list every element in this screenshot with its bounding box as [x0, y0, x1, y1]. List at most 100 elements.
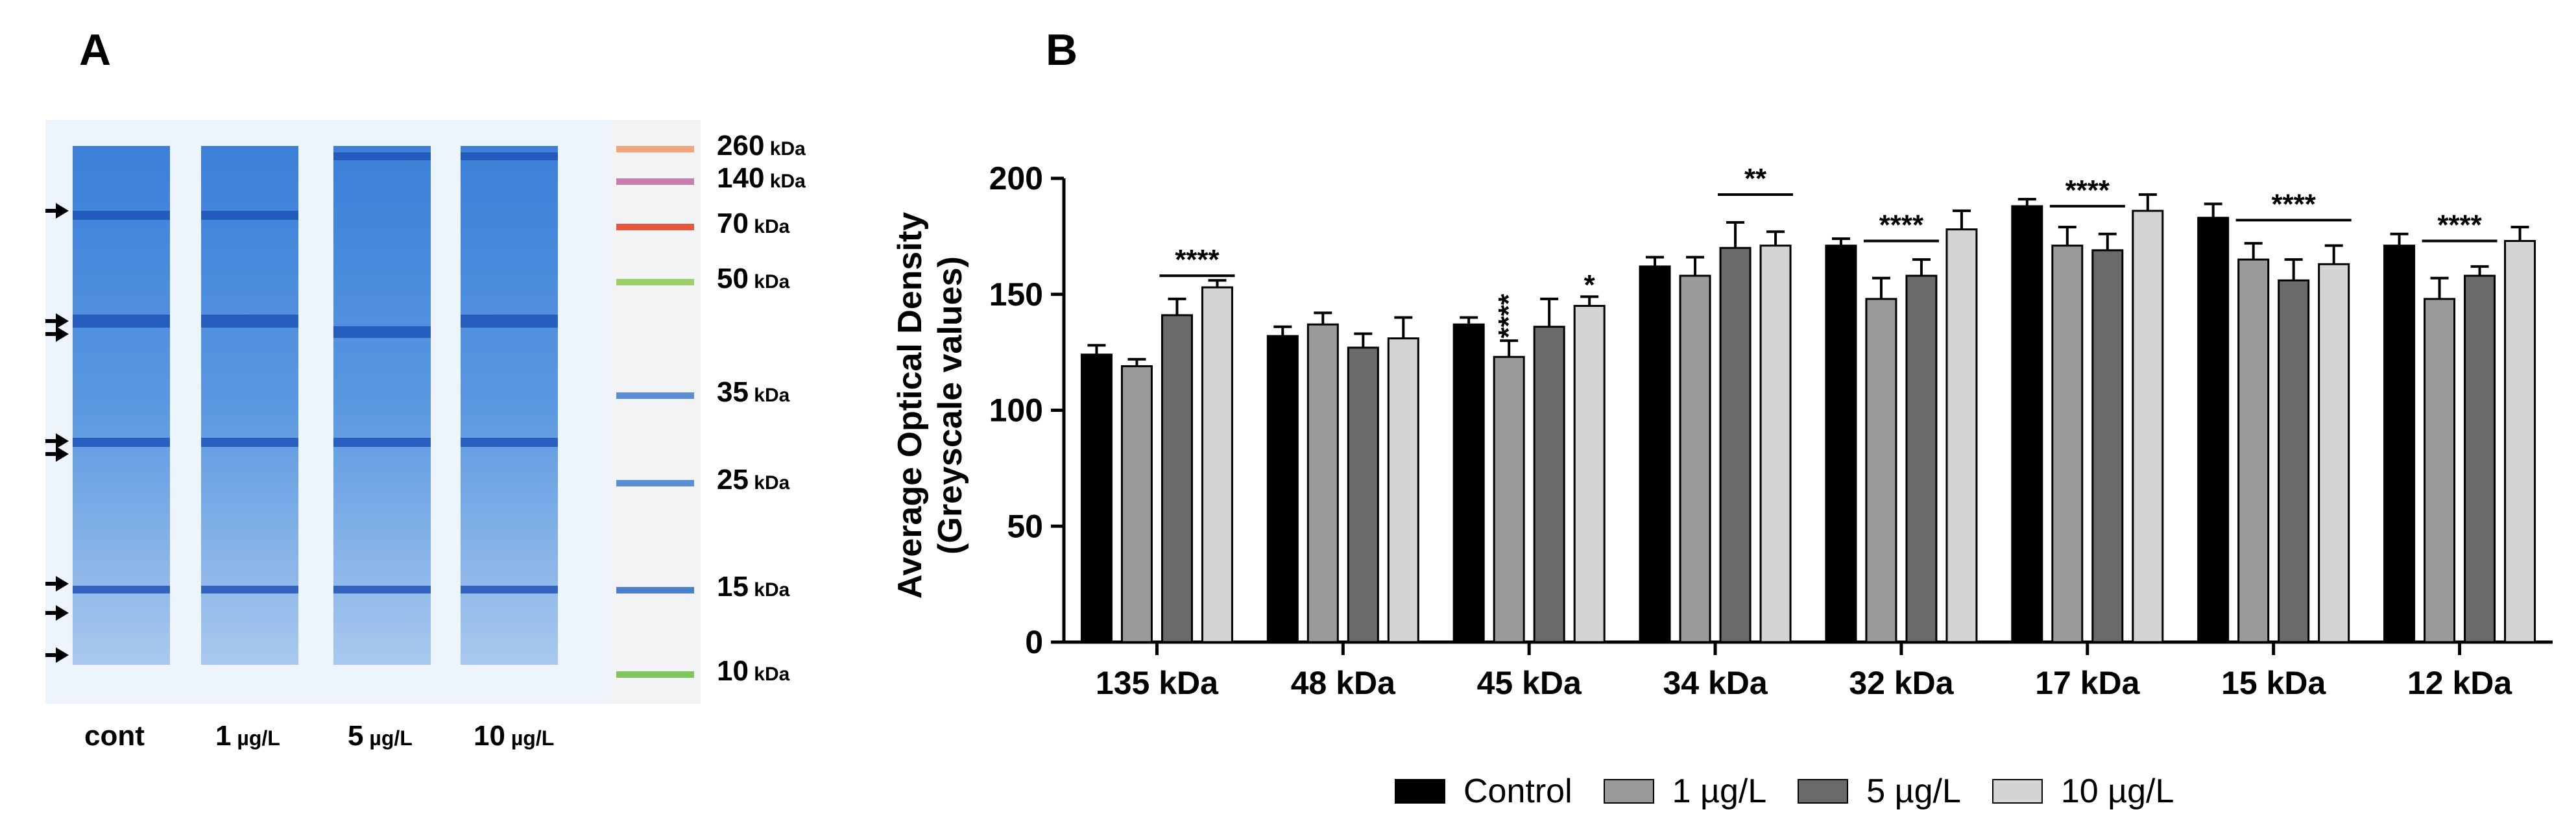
band-arrow-icon — [45, 313, 69, 329]
legend-label: 5 µg/L — [1866, 772, 1961, 810]
lane-label-value: 1 — [215, 720, 232, 752]
bar-1-gL-5 — [2051, 245, 2084, 643]
marker-size: 140 — [717, 162, 765, 194]
legend-label: 10 µg/L — [2060, 772, 2174, 810]
band-arrow-icon — [45, 203, 69, 219]
marker-band-50 — [616, 279, 694, 285]
marker-unit: kDa — [748, 385, 790, 406]
bar-1-gL-3 — [1679, 274, 1711, 643]
legend-item: 10 µg/L — [1992, 772, 2174, 811]
bar-10-gL-7 — [2504, 240, 2536, 643]
significance-stars: **** — [2065, 174, 2110, 206]
lane-label: cont — [84, 720, 145, 752]
panel-b-label: B — [1046, 25, 1078, 75]
significance-stars: **** — [1175, 244, 1220, 276]
gel-lane-10 — [461, 146, 558, 665]
bar-5-gL-5 — [2091, 249, 2124, 643]
bar-Control-0 — [1080, 353, 1113, 643]
significance-stars: **** — [2271, 188, 2316, 220]
lane-label-unit: µg/L — [505, 726, 555, 750]
marker-size: 50 — [717, 263, 749, 294]
gel-image: 260 kDa 140 kDa 70 kDa 50 kDa 35 kDa 25 kDa 15… — [45, 120, 843, 769]
bar-10-gL-5 — [2132, 210, 2164, 643]
legend-item: 1 µg/L — [1603, 772, 1767, 811]
bar-5-gL-1 — [1347, 346, 1379, 643]
bar-Control-1 — [1266, 335, 1299, 643]
bar-5-gL-4 — [1905, 274, 1938, 643]
y-axis-label-line2: (Greyscale values) — [932, 256, 969, 555]
marker-unit: kDa — [764, 171, 806, 192]
lane-label: 5 µg/L — [348, 720, 413, 752]
lane-label-unit: µg/L — [231, 726, 280, 750]
x-tick-label: 12 kDa — [2407, 665, 2512, 701]
bar-10-gL-3 — [1759, 245, 1792, 643]
bar-Control-3 — [1639, 265, 1671, 643]
legend-label: Control — [1463, 772, 1572, 810]
bar-1-gL-2 — [1493, 355, 1525, 643]
gel-lane-cont — [73, 146, 170, 665]
y-tick-label: 50 — [1007, 508, 1043, 544]
band-arrow-icon — [45, 326, 69, 342]
lane-label: 1 µg/L — [215, 720, 280, 752]
legend-item: Control — [1395, 772, 1572, 811]
marker-lane — [610, 120, 701, 704]
marker-size: 35 — [717, 376, 749, 408]
lane-label-unit: µg/L — [363, 726, 413, 750]
gel-lane-5 — [333, 146, 431, 665]
lane-label-value: cont — [84, 720, 145, 752]
bar-10-gL-0 — [1201, 286, 1233, 643]
marker-band-35 — [616, 392, 694, 399]
legend-swatch — [1798, 779, 1849, 804]
x-tick-label: 32 kDa — [1849, 665, 1954, 701]
marker-label-25: 25 kDa — [717, 464, 789, 496]
marker-band-70 — [616, 224, 694, 230]
x-tick-label: 48 kDa — [1291, 665, 1396, 701]
marker-label-50: 50 kDa — [717, 263, 789, 295]
marker-unit: kDa — [764, 138, 806, 160]
bar-Control-2 — [1452, 323, 1485, 643]
lane-label-value: 5 — [348, 720, 364, 752]
bar-1-gL-7 — [2424, 298, 2456, 643]
marker-unit: kDa — [748, 271, 790, 293]
marker-unit: kDa — [748, 579, 790, 601]
marker-unit: kDa — [748, 664, 790, 685]
legend-swatch — [1603, 779, 1654, 804]
y-tick-label: 150 — [989, 276, 1043, 313]
chart-legend: Control 1 µg/L 5 µg/L 10 µg/L — [1395, 772, 2205, 811]
legend-swatch — [1395, 779, 1445, 804]
y-tick-label: 200 — [989, 160, 1043, 197]
x-tick-label: 17 kDa — [2035, 665, 2140, 701]
bar-10-gL-6 — [2318, 263, 2350, 643]
bar-Control-4 — [1825, 245, 1857, 643]
band-arrow-icon — [45, 605, 69, 621]
bar-10-gL-4 — [1945, 228, 1978, 643]
x-tick-label: 45 kDa — [1477, 665, 1582, 701]
y-axis-label-line1: Average Optical Density — [891, 212, 929, 599]
significance-stars: ** — [1744, 163, 1767, 195]
band-arrow-icon — [45, 446, 69, 462]
significance-stars: * — [1584, 269, 1596, 301]
legend-item: 5 µg/L — [1798, 772, 1961, 811]
marker-label-70: 70 kDa — [717, 208, 789, 240]
marker-size: 260 — [717, 130, 765, 162]
x-tick-label: 135 kDa — [1096, 665, 1219, 701]
marker-band-25 — [616, 480, 694, 486]
lane-label-value: 10 — [474, 720, 505, 752]
marker-size: 10 — [717, 655, 749, 687]
marker-band-10 — [616, 671, 694, 678]
marker-label-140: 140 kDa — [717, 162, 806, 195]
gel-lane-1 — [201, 146, 298, 665]
bar-Control-5 — [2011, 205, 2043, 643]
marker-band-260 — [616, 146, 694, 152]
legend-label: 1 µg/L — [1672, 772, 1767, 810]
bar-5-gL-6 — [2278, 279, 2310, 643]
marker-label-15: 15 kDa — [717, 571, 789, 603]
marker-unit: kDa — [748, 472, 790, 494]
bar-1-gL-0 — [1120, 365, 1153, 643]
marker-size: 15 — [717, 571, 749, 603]
marker-size: 70 — [717, 208, 749, 239]
x-tick-label: 15 kDa — [2221, 665, 2326, 701]
marker-label-35: 35 kDa — [717, 376, 789, 409]
legend-swatch — [1992, 779, 2043, 804]
